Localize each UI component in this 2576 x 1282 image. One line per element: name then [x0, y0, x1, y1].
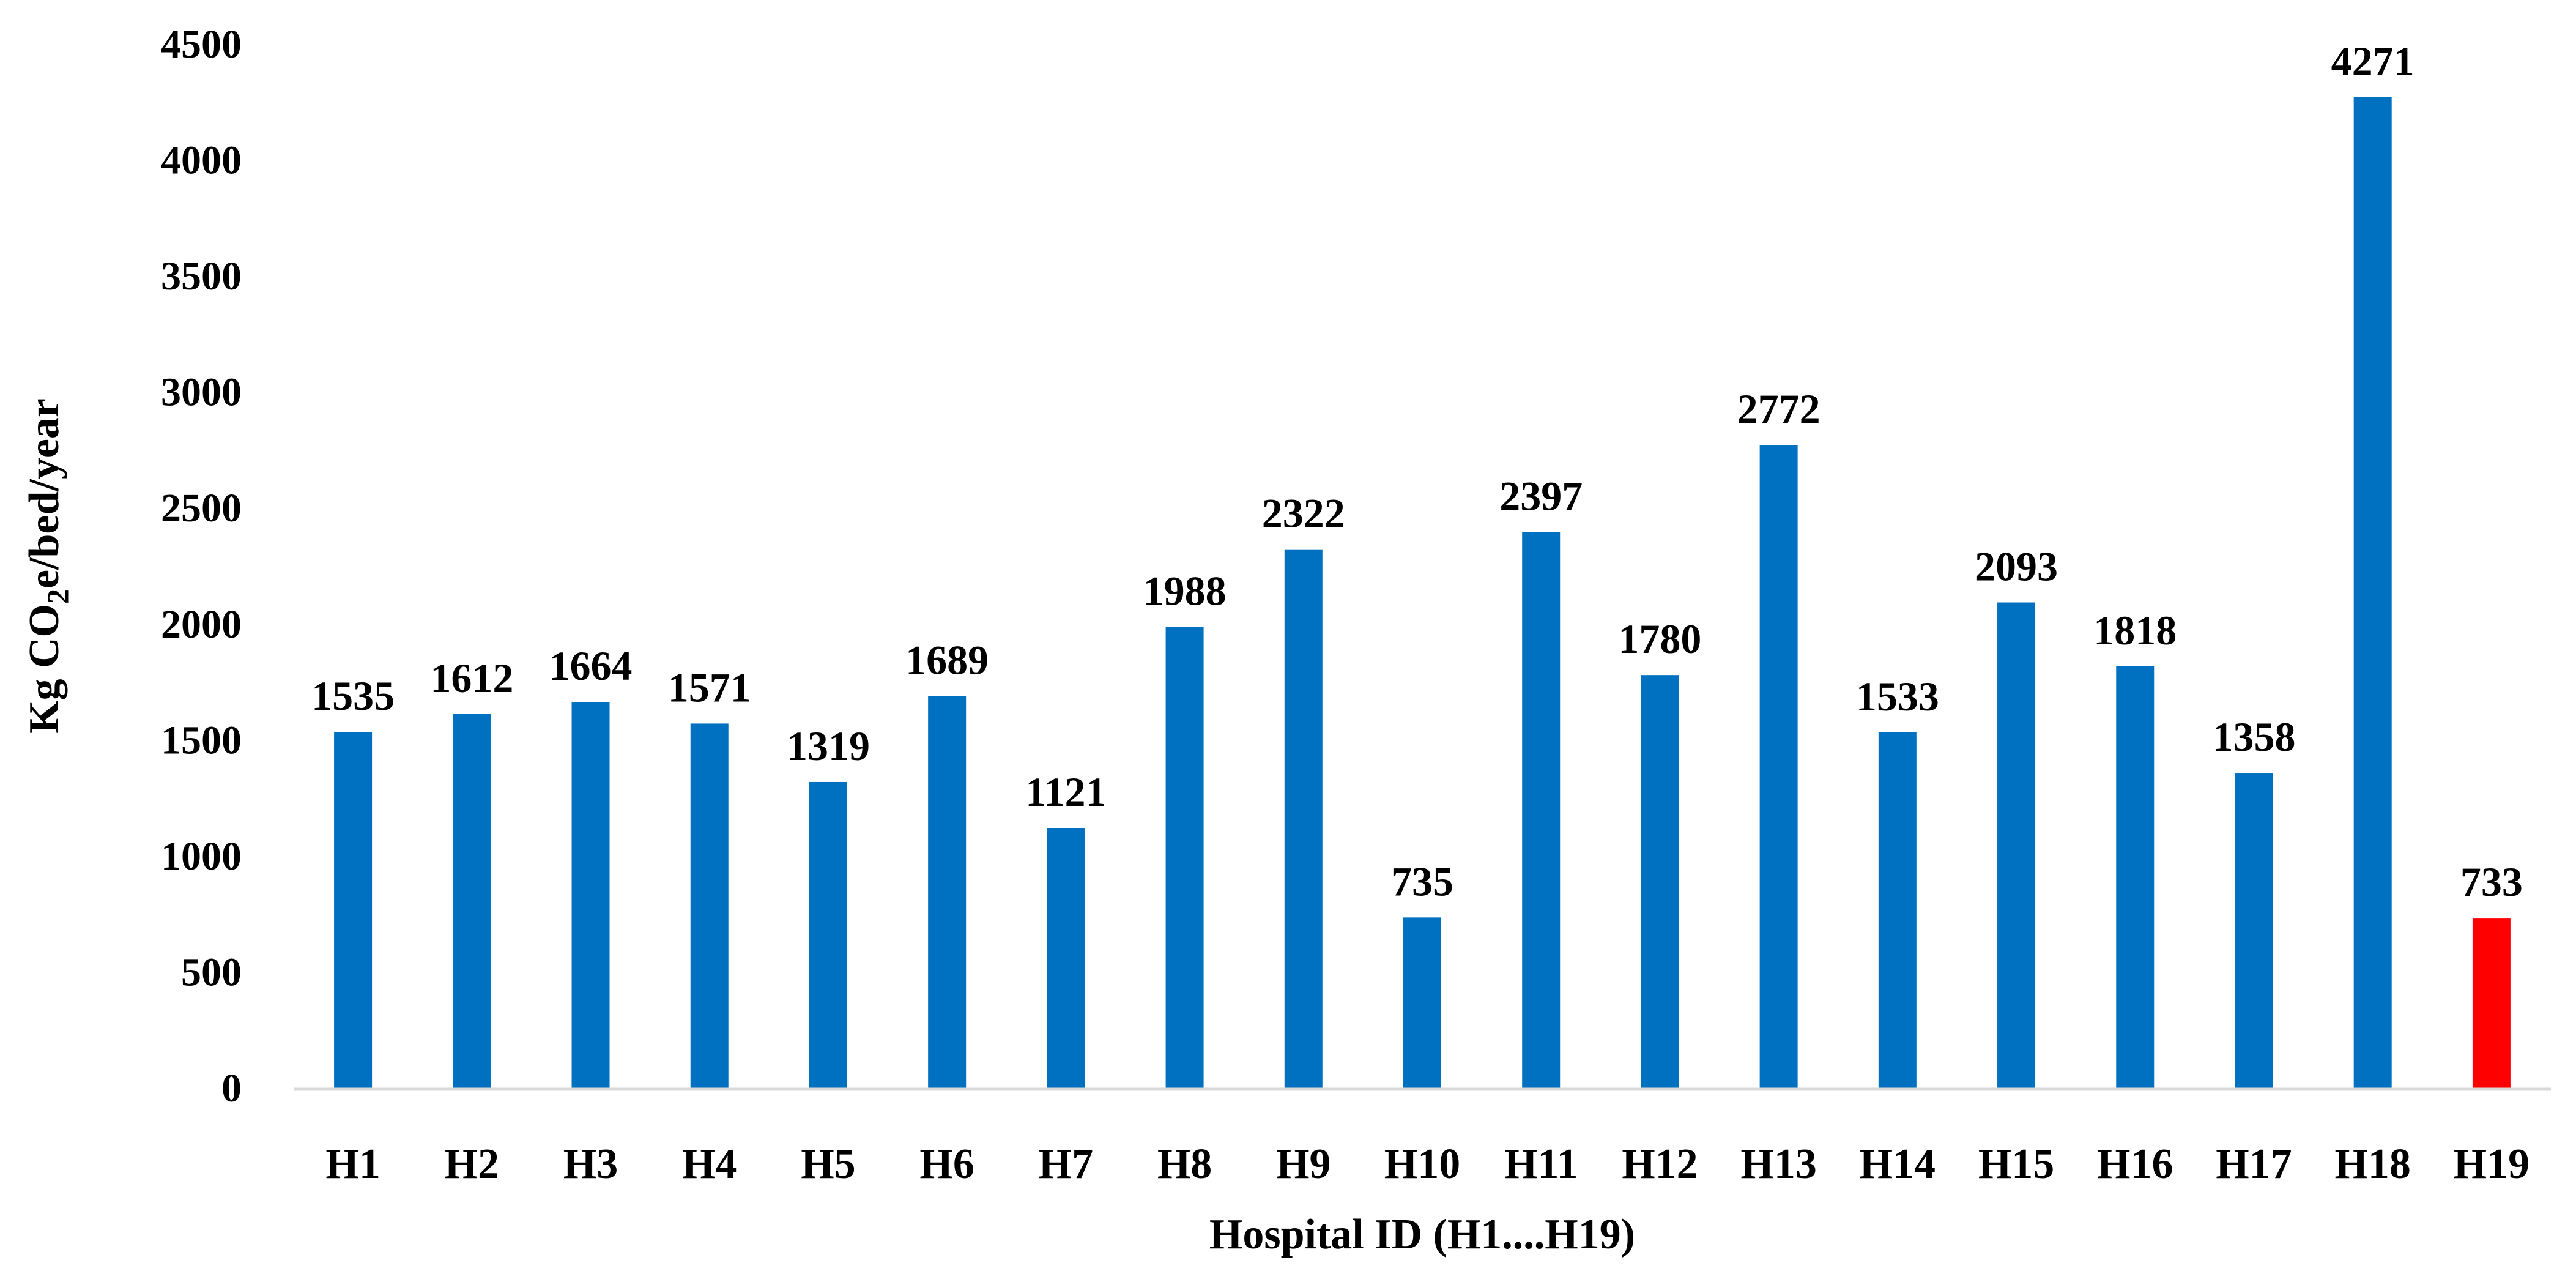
y-tick-label: 500 [181, 950, 242, 994]
bar-h15 [1997, 602, 2036, 1088]
x-tick-label-h10: H10 [1384, 1141, 1460, 1188]
y-tick-label: 2000 [161, 602, 242, 647]
data-label-h1: 1535 [311, 673, 395, 719]
x-tick-label-h16: H16 [2097, 1141, 2173, 1188]
y-tick-label: 4500 [161, 22, 242, 67]
data-label-h19: 733 [2460, 859, 2523, 905]
data-label-h9: 2322 [1262, 490, 1345, 537]
x-axis-title: Hospital ID (H1....H19) [1209, 1211, 1635, 1258]
data-label-h13: 2772 [1737, 386, 1821, 432]
bar-h5 [809, 781, 847, 1088]
data-label-h11: 2397 [1499, 472, 1583, 519]
x-tick-label-h7: H7 [1039, 1141, 1093, 1188]
bar-h4 [690, 723, 729, 1088]
x-tick-label-h3: H3 [563, 1141, 618, 1188]
bar-h14 [1878, 732, 1917, 1088]
bar-h10 [1403, 917, 1441, 1088]
data-label-h14: 1533 [1856, 673, 1939, 720]
data-label-h18: 4271 [2331, 38, 2415, 84]
y-tick-label: 3000 [161, 370, 242, 415]
x-tick-label-h8: H8 [1157, 1141, 1212, 1188]
y-axis-tick-labels: 0 500 1000 1500 2000 2500 3000 3500 4000 4500 [161, 22, 242, 1111]
x-tick-label-h14: H14 [1860, 1141, 1936, 1188]
data-label-h4: 1571 [668, 664, 751, 710]
data-label-h16: 1818 [2093, 607, 2177, 654]
x-tick-label-h5: H5 [801, 1141, 855, 1188]
bar-h8 [1165, 627, 1204, 1088]
x-tick-label-h19: H19 [2454, 1141, 2530, 1188]
x-tick-label-h12: H12 [1622, 1141, 1698, 1188]
data-labels: 1535 1612 1664 1571 1319 1689 1121 1988 2322 735 2… [311, 38, 2523, 905]
bar-h9 [1284, 549, 1323, 1088]
bar-h11 [1522, 532, 1561, 1088]
bar-h2 [453, 714, 491, 1088]
y-tick-label: 1500 [161, 718, 242, 762]
x-tick-label-h18: H18 [2334, 1141, 2410, 1188]
bar-h6 [928, 696, 967, 1088]
data-label-h5: 1319 [787, 723, 870, 769]
y-axis-title: Kg CO2e/bed/year [21, 398, 75, 734]
data-label-h2: 1612 [430, 655, 513, 701]
bar-h19 [2472, 918, 2511, 1088]
data-label-h12: 1780 [1618, 616, 1701, 662]
y-axis-title-subscript: 2 [40, 589, 75, 604]
y-tick-label: 4000 [161, 138, 242, 183]
data-label-h7: 1121 [1025, 769, 1106, 815]
bar-h1 [334, 732, 373, 1088]
x-axis-category-labels: H1 H2 H3 H4 H5 H6 H7 H8 H9 H10 H11 H12 H13 H14 H15 H16 H… [325, 1141, 2530, 1188]
x-tick-label-h4: H4 [682, 1141, 737, 1188]
x-tick-label-h6: H6 [919, 1141, 974, 1188]
data-label-h8: 1988 [1143, 567, 1227, 614]
x-tick-label-h9: H9 [1276, 1141, 1331, 1188]
bar-h13 [1759, 445, 1798, 1088]
data-label-h10: 735 [1391, 858, 1453, 904]
bars [334, 97, 2511, 1089]
x-tick-label-h11: H11 [1504, 1141, 1578, 1188]
bar-h3 [571, 702, 610, 1088]
data-label-h6: 1689 [905, 637, 989, 684]
x-tick-label-h17: H17 [2216, 1141, 2292, 1188]
x-tick-label-h15: H15 [1978, 1141, 2054, 1188]
y-axis-title-prefix: Kg CO [21, 604, 68, 734]
data-label-h15: 2093 [1975, 543, 2058, 590]
x-tick-label-h1: H1 [325, 1141, 380, 1188]
y-tick-label: 0 [221, 1066, 242, 1111]
data-label-h3: 1664 [549, 643, 633, 689]
y-tick-label: 1000 [161, 834, 242, 879]
bar-h7 [1047, 828, 1085, 1088]
bar-h17 [2235, 773, 2273, 1088]
bar-h16 [2116, 666, 2155, 1088]
bar-h18 [2353, 97, 2392, 1089]
bar-h12 [1641, 675, 1679, 1088]
y-axis-title-suffix: e/bed/year [21, 398, 68, 589]
y-tick-label: 2500 [161, 486, 242, 531]
y-tick-label: 3500 [161, 254, 242, 299]
x-tick-label-h13: H13 [1740, 1141, 1816, 1188]
data-label-h17: 1358 [2212, 714, 2295, 760]
x-tick-label-h2: H2 [445, 1141, 499, 1188]
